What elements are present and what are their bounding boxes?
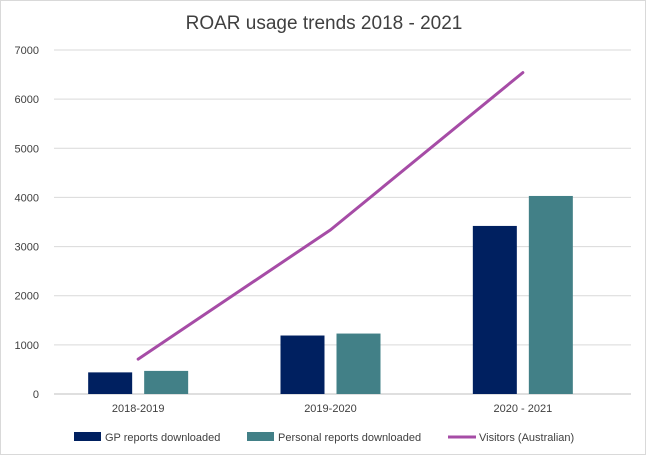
y-tick-label: 1000 bbox=[15, 340, 39, 352]
y-tick-label: 6000 bbox=[15, 94, 39, 106]
y-axis-tick-labels: 0 1000 2000 3000 4000 5000 6000 7000 bbox=[15, 45, 39, 401]
legend: GP reports downloaded Personal reports do… bbox=[74, 432, 574, 444]
bar bbox=[528, 195, 573, 394]
bar bbox=[280, 335, 325, 394]
chart-title: ROAR usage trends 2018 - 2021 bbox=[186, 13, 463, 34]
bars bbox=[88, 195, 573, 394]
legend-label: GP reports downloaded bbox=[105, 432, 220, 444]
gridlines bbox=[54, 49, 631, 395]
line-series bbox=[136, 71, 525, 361]
x-tick-label: 2019-2020 bbox=[304, 403, 357, 415]
bar bbox=[144, 370, 189, 394]
x-tick-label: 2018-2019 bbox=[112, 403, 165, 415]
legend-label: Personal reports downloaded bbox=[278, 432, 421, 444]
y-tick-label: 2000 bbox=[15, 291, 39, 303]
y-tick-label: 5000 bbox=[15, 143, 39, 155]
legend-swatch bbox=[74, 432, 101, 441]
x-tick-label: 2020 - 2021 bbox=[493, 403, 552, 415]
x-axis-tick-labels: 2018-2019 2019-2020 2020 - 2021 bbox=[112, 403, 552, 415]
bar bbox=[472, 225, 517, 394]
y-tick-label: 7000 bbox=[15, 45, 39, 57]
y-tick-label: 4000 bbox=[15, 192, 39, 204]
legend-swatch bbox=[247, 432, 274, 441]
bar bbox=[88, 372, 133, 394]
y-tick-label: 3000 bbox=[15, 242, 39, 254]
legend-label: Visitors (Australian) bbox=[479, 432, 574, 444]
y-tick-label: 0 bbox=[33, 389, 39, 401]
bar bbox=[336, 333, 381, 394]
series-line bbox=[136, 71, 525, 361]
